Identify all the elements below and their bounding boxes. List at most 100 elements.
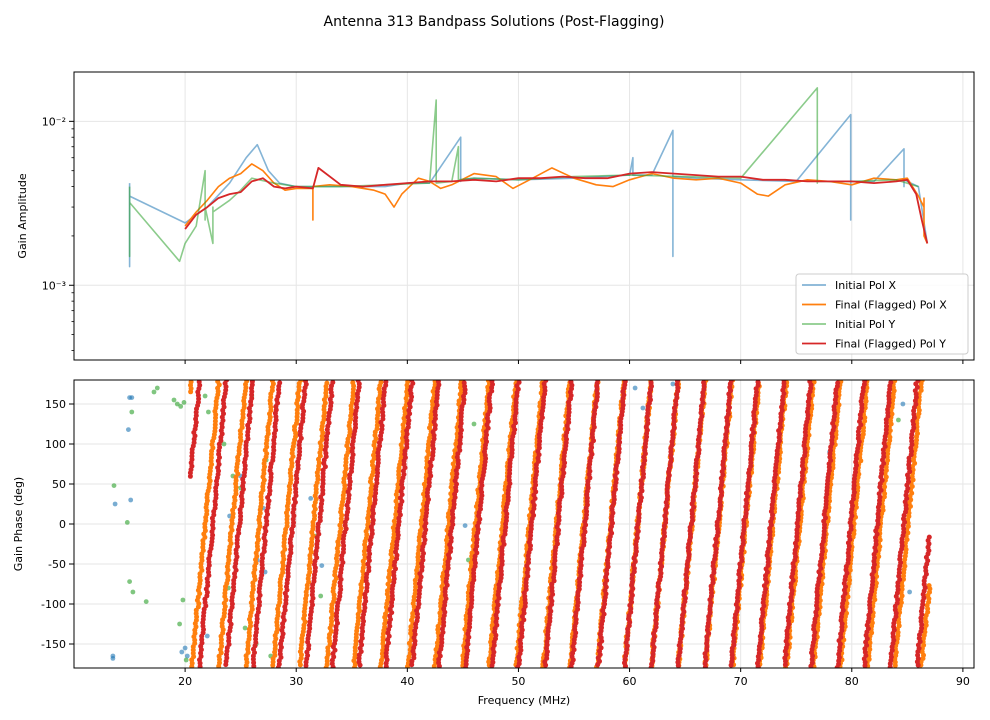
phase-point-final-y (926, 534, 932, 540)
legend: Initial Pol X Final (Flagged) Pol X Initia… (795, 273, 969, 355)
x-tick-label: 20 (178, 675, 192, 688)
phase-point-final-y (461, 380, 467, 386)
phase-point-final-y (277, 380, 283, 386)
phase-point-final-y (196, 380, 202, 385)
phase-scatter-initial-x (110, 381, 912, 661)
phase-point-initial-x (900, 401, 906, 407)
phase-point-final-y (568, 380, 574, 385)
phase-point-final-y (409, 380, 415, 383)
amplitude-x-ticks (184, 360, 964, 364)
phase-point-final-x (244, 380, 250, 384)
phase-point-final-x (298, 380, 304, 383)
phase-point-initial-y (130, 589, 136, 595)
phase-point-final-y (807, 380, 813, 384)
phase-point-initial-y (221, 441, 227, 447)
chart-title: Antenna 313 Bandpass Solutions (Post-Fla… (324, 14, 665, 30)
phase-point-final-x (926, 583, 932, 589)
x-tick-label: 80 (845, 675, 859, 688)
legend-label: Initial Pol X (835, 279, 896, 292)
amplitude-line-initial-y (128, 87, 919, 263)
phase-point-initial-y (124, 520, 130, 525)
amplitude-line-final-y (184, 167, 929, 244)
phase-point-initial-y (154, 385, 160, 391)
phase-y-tick-label: -100 (41, 598, 66, 611)
phase-point-initial-x (632, 385, 638, 391)
phase-point-initial-x (308, 496, 314, 501)
x-tick-label: 90 (956, 675, 970, 688)
phase-point-initial-y (171, 397, 177, 403)
phase-point-initial-y (143, 599, 149, 604)
phase-point-initial-x (670, 381, 676, 387)
phase-point-final-y (383, 380, 389, 385)
legend-label: Initial Pol Y (835, 318, 895, 331)
amplitude-y-axis-label: Gain Amplitude (16, 173, 29, 258)
phase-point-final-x (919, 380, 925, 383)
phase-point-final-y (701, 380, 707, 385)
phase-point-final-x (405, 380, 411, 385)
phase-point-final-y (303, 380, 308, 384)
phase-point-final-y (330, 380, 336, 385)
phase-point-initial-y (181, 400, 187, 405)
phase-y-tick-label: 150 (45, 398, 66, 411)
phase-point-final-y (224, 380, 230, 383)
phase-plot-area (110, 380, 933, 668)
phase-point-final-x (188, 380, 194, 385)
phase-point-initial-y (174, 401, 180, 407)
phase-point-final-y (543, 380, 549, 383)
x-tick-label: 30 (289, 675, 303, 688)
phase-y-axis-label: Gain Phase (deg) (12, 477, 25, 571)
x-tick-label: 50 (511, 675, 525, 688)
phase-point-initial-x (640, 405, 646, 411)
phase-point-initial-y (151, 389, 157, 395)
phase-point-final-y (249, 380, 255, 384)
amplitude-y-tick-label: 10⁻² (42, 115, 66, 128)
phase-point-initial-y (206, 409, 211, 415)
phase-point-initial-x (129, 395, 135, 400)
phase-y-tick-label: -150 (41, 638, 66, 651)
phase-point-initial-y (180, 597, 186, 603)
phase-point-final-y (516, 380, 522, 385)
phase-point-final-y (595, 380, 601, 383)
x-tick-label: 40 (400, 675, 414, 688)
phase-point-initial-y (111, 483, 117, 488)
amplitude-plot-area (128, 87, 929, 268)
phase-point-final-x (324, 380, 330, 386)
phase-point-initial-y (318, 593, 324, 599)
phase-point-final-y (781, 380, 787, 383)
x-tick-label: 60 (623, 675, 637, 688)
phase-point-initial-y (127, 579, 132, 584)
phase-grid (74, 380, 974, 668)
phase-point-final-x (892, 380, 898, 384)
phase-point-initial-y (178, 404, 184, 409)
x-axis-label: Frequency (MHz) (478, 694, 570, 707)
phase-point-final-x (378, 380, 384, 385)
phase-point-initial-x (907, 589, 912, 595)
phase-point-initial-x (462, 523, 468, 528)
phase-point-initial-x (110, 656, 116, 661)
amplitude-line-initial-x (128, 113, 929, 268)
x-tick-label: 70 (734, 675, 748, 688)
phase-point-final-y (835, 380, 841, 386)
phase-point-final-y (355, 380, 361, 383)
phase-point-final-y (862, 380, 868, 384)
phase-point-initial-y (177, 621, 183, 627)
phase-point-initial-y (129, 409, 135, 415)
phase-point-final-y (888, 380, 894, 385)
amplitude-y-ticks: 10⁻³ 10⁻² (42, 115, 74, 351)
phase-y-tick-label: -50 (48, 558, 66, 571)
phase-point-initial-y (471, 421, 477, 427)
phase-point-initial-x (179, 649, 185, 655)
phase-point-final-x (350, 380, 356, 386)
amplitude-axes-frame (73, 71, 975, 361)
phase-point-final-y (675, 380, 680, 384)
phase-point-initial-y (183, 657, 189, 663)
phase-point-final-y (489, 380, 495, 384)
amplitude-y-tick-label: 10⁻³ (42, 279, 66, 292)
legend-label: Final (Flagged) Pol X (835, 299, 947, 312)
phase-point-initial-x (182, 645, 188, 651)
phase-point-initial-x (112, 501, 118, 507)
legend-label: Final (Flagged) Pol Y (835, 338, 946, 351)
phase-y-tick-label: 0 (59, 518, 66, 531)
phase-point-final-x (215, 380, 221, 384)
